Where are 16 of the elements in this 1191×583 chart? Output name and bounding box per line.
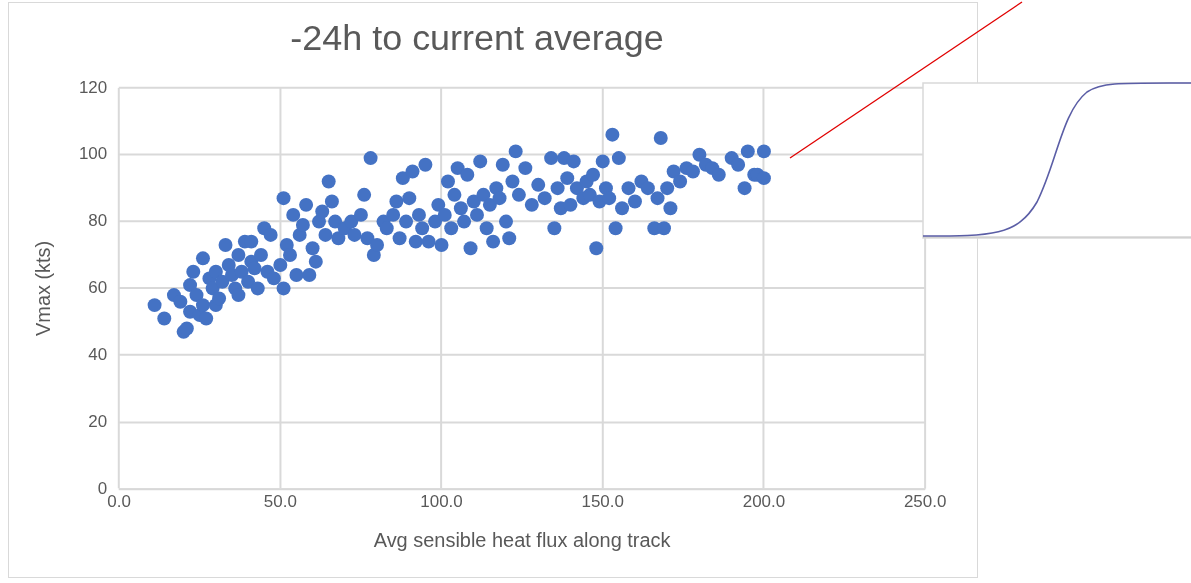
y-tick-label: 120 [78,77,108,97]
chart-title: -24h to current average [290,18,664,59]
x-tick-label: 150.0 [581,491,624,511]
x-axis-title: Avg sensible heat flux along track [373,528,671,551]
y-tick-label: 20 [88,411,108,431]
y-tick-label: 40 [88,344,108,364]
y-tick-label: 0 [97,478,108,498]
x-tick-label: 0.0 [107,491,131,511]
y-axis-title: Vmax (kts) [32,240,55,336]
x-tick-label: 100.0 [420,491,463,511]
x-tick-label: 50.0 [263,491,297,511]
y-tick-label: 100 [78,144,108,164]
x-tick-label: 200.0 [742,491,786,511]
y-tick-label: 60 [88,278,108,298]
y-tick-label: 80 [88,211,108,231]
x-tick-label: 250.0 [903,491,947,511]
